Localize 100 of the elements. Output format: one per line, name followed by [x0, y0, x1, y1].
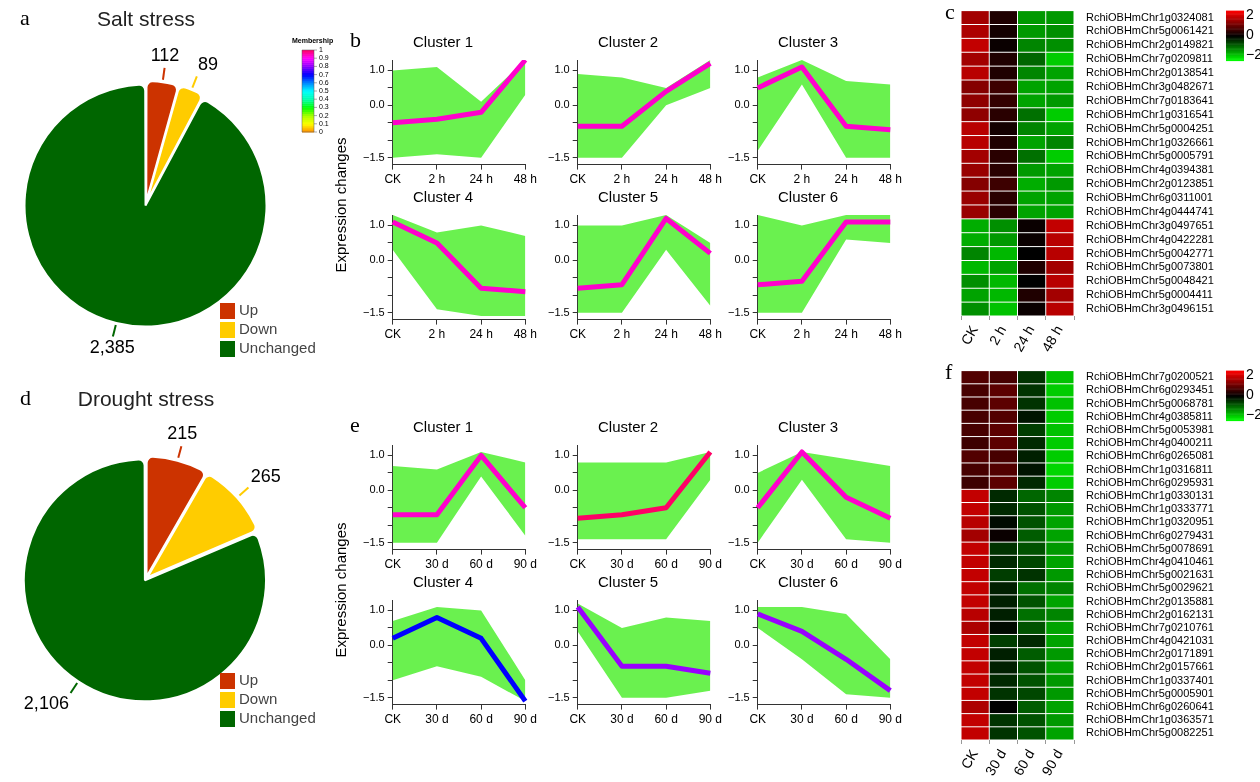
legend-label: Up: [239, 671, 259, 689]
y-tick-label: 1.0: [369, 448, 385, 461]
data-label: 215: [167, 423, 198, 444]
y-tick-label: 1.0: [554, 218, 570, 231]
chart-title: Cluster 5: [597, 573, 659, 591]
y-tick-label: RchiOBHmChr7g0183641: [1086, 93, 1214, 106]
y-tick-label: RchiOBHmChr5g0004411: [1086, 288, 1213, 301]
x-tick-label: 90 d: [878, 557, 902, 572]
data-label: 2,385: [89, 337, 135, 358]
chart-title: Salt stress: [96, 7, 196, 31]
y-tick-label: RchiOBHmChr5g0042771: [1086, 246, 1214, 259]
x-tick-label: 90 d: [1038, 746, 1066, 779]
chart-title: Cluster 5: [597, 188, 659, 206]
x-tick-label: CK: [384, 172, 402, 187]
x-tick-label: 24 h: [654, 327, 678, 342]
y-tick-label: RchiOBHmChr4g0410461: [1086, 554, 1214, 567]
y-tick-label: 0.0: [369, 98, 385, 111]
y-tick-label: 1.0: [369, 603, 385, 616]
x-tick-label: 24 h: [834, 327, 858, 342]
x-tick-label: 60 d: [469, 712, 493, 727]
y-tick-label: RchiOBHmChr4g0444741: [1086, 204, 1214, 217]
y-tick-label: RchiOBHmChr1g0320951: [1086, 515, 1214, 528]
text: c: [945, 0, 955, 24]
x-tick-label: CK: [749, 557, 767, 572]
y-tick-label: RchiOBHmChr6g0293451: [1086, 383, 1214, 396]
y-tick-label: −1.5: [728, 305, 750, 318]
x-tick-label: 48 h: [513, 327, 537, 342]
y-tick-label: 1.0: [734, 603, 750, 616]
data-label: 112: [150, 44, 180, 65]
legend-label: Down: [239, 690, 278, 708]
x-tick-label: CK: [749, 172, 767, 187]
x-tick-label: 2 h: [985, 322, 1010, 348]
x-tick-label: CK: [569, 712, 587, 727]
text: a: [20, 4, 30, 30]
y-tick-label: RchiOBHmChr3g0496151: [1086, 302, 1214, 315]
x-tick-label: 30 d: [790, 712, 814, 727]
y-axis-title: Expression changes: [331, 137, 349, 273]
x-tick-label: 60 d: [654, 712, 678, 727]
chart-title: Cluster 3: [777, 418, 839, 436]
x-tick-label: CK: [569, 327, 587, 342]
x-tick-label: 48 h: [513, 172, 537, 187]
y-tick-label: 0.0: [734, 98, 750, 111]
y-tick-label: −1.5: [363, 150, 385, 163]
x-tick-label: 60 d: [834, 557, 858, 572]
color-bar-label: 0: [1246, 386, 1254, 403]
legend-label: Unchanged: [239, 709, 316, 727]
legend-label: Down: [239, 320, 278, 338]
y-tick-label: 0.0: [554, 98, 570, 111]
y-tick-label: RchiOBHmChr1g0363571: [1086, 713, 1214, 726]
y-tick-label: 0.0: [554, 483, 570, 496]
chart-title: Cluster 4: [412, 573, 474, 591]
x-tick-label: 2 h: [428, 172, 446, 187]
x-tick-label: 30 d: [981, 746, 1010, 779]
x-tick-label: 60 d: [469, 557, 493, 572]
y-tick-label: RchiOBHmChr5g0068781: [1086, 396, 1214, 409]
text: b: [350, 26, 361, 52]
y-tick-label: −1.5: [728, 535, 750, 548]
y-tick-label: RchiOBHmChr2g0135881: [1086, 594, 1214, 607]
y-tick-label: RchiOBHmChr2g0157661: [1086, 660, 1214, 673]
legend-label: Up: [239, 301, 259, 319]
x-tick-label: 24 h: [469, 327, 493, 342]
data-label: 2,106: [23, 693, 69, 714]
text: f: [945, 358, 953, 384]
x-tick-label: 48 h: [698, 172, 722, 187]
chart-title: Cluster 2: [597, 33, 659, 51]
y-tick-label: RchiOBHmChr3g0497651: [1086, 218, 1214, 231]
y-axis-title: Expression changes: [331, 522, 349, 658]
y-tick-label: RchiOBHmChr5g0061421: [1086, 24, 1214, 37]
chart-title: Cluster 3: [777, 33, 839, 51]
y-tick-label: RchiOBHmChr2g0162131: [1086, 607, 1214, 620]
y-tick-label: RchiOBHmChr5g0082251: [1086, 726, 1214, 739]
x-tick-label: CK: [957, 322, 982, 348]
x-tick-label: CK: [569, 557, 587, 572]
chart-title: Cluster 1: [412, 33, 474, 51]
x-tick-label: CK: [569, 172, 587, 187]
y-tick-label: RchiOBHmChr1g0326661: [1086, 135, 1214, 148]
y-tick-label: −1.5: [548, 305, 570, 318]
x-tick-label: 30 d: [790, 557, 814, 572]
chart-title: Drought stress: [77, 387, 215, 411]
y-tick-label: RchiOBHmChr1g0337401: [1086, 673, 1214, 686]
y-tick-label: −1.5: [548, 150, 570, 163]
y-tick-label: RchiOBHmChr2g0149821: [1086, 38, 1214, 51]
chart-title: Cluster 6: [777, 188, 839, 206]
y-tick-label: RchiOBHmChr4g0385811: [1086, 409, 1213, 422]
y-tick-label: 1.0: [554, 63, 570, 76]
y-tick-label: RchiOBHmChr5g0053981: [1086, 423, 1214, 435]
y-tick-label: RchiOBHmChr6g0295931: [1086, 475, 1214, 488]
y-tick-label: −1.5: [548, 535, 570, 548]
x-tick-label: 90 d: [513, 557, 537, 572]
y-tick-label: RchiOBHmChr5g0005901: [1086, 686, 1214, 699]
y-tick-label: 1.0: [554, 603, 570, 616]
x-tick-label: CK: [384, 327, 402, 342]
x-tick-label: 30 d: [425, 712, 449, 727]
y-tick-label: RchiOBHmChr1g0324081: [1086, 10, 1214, 23]
y-tick-label: −1.5: [548, 690, 570, 703]
y-tick-label: 0.0: [554, 638, 570, 651]
x-tick-label: 2 h: [793, 327, 811, 342]
y-tick-label: 1.0: [369, 218, 385, 231]
x-tick-label: 48 h: [878, 172, 902, 187]
y-tick-label: 1.0: [734, 448, 750, 461]
